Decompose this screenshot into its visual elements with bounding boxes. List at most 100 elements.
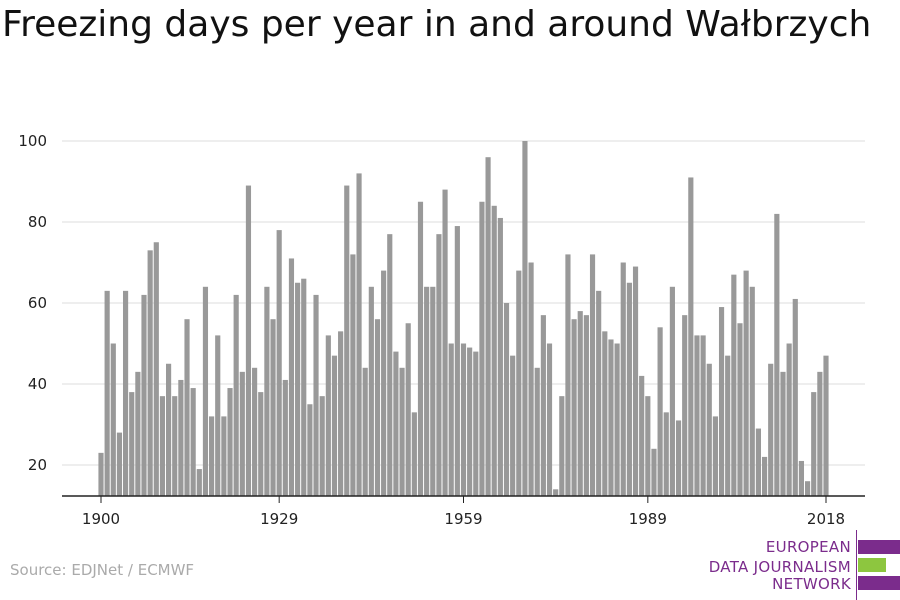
bar-1900 (98, 452, 104, 496)
y-axis-labels: 20 40 60 80 100 (18, 132, 47, 474)
bar-1977 (571, 319, 577, 496)
y-tick-label: 20 (28, 456, 47, 474)
bar-2012 (786, 343, 792, 496)
bar-1924 (245, 185, 252, 497)
bar-1918 (209, 416, 215, 496)
bar-1928 (270, 319, 276, 496)
bar-1945 (374, 319, 381, 496)
bar-1984 (614, 343, 620, 496)
logo-text-line1: EUROPEAN (765, 538, 851, 556)
bar-2018 (823, 355, 829, 496)
logo-divider (856, 530, 857, 600)
bar-1982 (602, 331, 608, 496)
bar-1959 (460, 343, 467, 496)
bars (98, 141, 829, 497)
bar-1929 (276, 230, 282, 496)
bar-1993 (669, 286, 675, 496)
bar-1903 (116, 432, 123, 496)
bar-1987 (632, 266, 639, 496)
bar-1940 (344, 185, 350, 497)
bar-1916 (196, 469, 202, 496)
bar-1956 (442, 189, 448, 496)
bar-1948 (393, 351, 399, 496)
bar-1969 (522, 141, 528, 496)
y-tick-label: 100 (18, 132, 47, 150)
bar-1992 (663, 412, 669, 496)
bar-1905 (129, 392, 135, 496)
bar-1927 (264, 286, 270, 496)
x-tick-label: 1989 (629, 510, 667, 528)
bar-1919 (215, 335, 221, 496)
x-axis-ticks: 1900 1929 1959 1989 2018 (82, 496, 845, 528)
bar-1963 (485, 157, 491, 496)
bar-1978 (577, 311, 583, 496)
x-tick-label: 1900 (82, 510, 120, 528)
bar-1967 (510, 355, 516, 496)
bar-2005 (743, 270, 749, 496)
bar-1953 (424, 286, 430, 496)
bar-1917 (202, 286, 209, 496)
bar-1920 (221, 416, 227, 496)
bar-1939 (338, 331, 344, 496)
bar-1960 (467, 347, 473, 496)
bar-1965 (497, 217, 503, 496)
bar-1988 (639, 375, 645, 496)
bar-2010 (774, 213, 780, 496)
y-tick-label: 60 (28, 294, 47, 312)
bar-1973 (546, 343, 553, 496)
bar-1935 (313, 294, 319, 496)
bar-1931 (288, 258, 295, 496)
bar-1947 (387, 234, 393, 496)
bar-1901 (104, 290, 110, 496)
bar-1962 (479, 201, 485, 496)
bar-1949 (399, 367, 405, 496)
x-tick-label: 1929 (260, 510, 298, 528)
bar-1974 (553, 489, 559, 496)
bar-1975 (559, 396, 565, 496)
bar-1914 (184, 319, 190, 496)
bar-1915 (190, 388, 196, 496)
bar-1922 (233, 294, 239, 496)
bar-1997 (694, 335, 700, 496)
bar-2006 (749, 286, 755, 496)
bar-1954 (430, 286, 436, 496)
logo-bar-top (858, 540, 900, 554)
bar-1902 (110, 343, 116, 496)
bar-1979 (583, 315, 589, 496)
bar-2004 (737, 323, 743, 496)
bar-1957 (448, 343, 454, 496)
bar-1937 (325, 335, 331, 496)
bar-2000 (712, 416, 718, 496)
bar-1964 (491, 205, 497, 497)
bar-1943 (362, 367, 368, 496)
bar-2008 (761, 456, 768, 496)
bar-1951 (411, 412, 417, 496)
bar-2017 (817, 371, 823, 496)
bar-1912 (172, 396, 178, 496)
bar-1942 (356, 173, 362, 496)
bar-1932 (295, 282, 301, 496)
bar-1925 (252, 367, 258, 496)
logo-text-line2: DATA JOURNALISM (708, 558, 851, 576)
x-tick-label: 2018 (807, 510, 845, 528)
bar-1998 (700, 335, 706, 496)
bar-1952 (417, 201, 424, 496)
bar-1994 (675, 420, 682, 496)
bar-1908 (147, 250, 153, 496)
bar-1938 (331, 355, 338, 496)
y-tick-label: 80 (28, 213, 47, 231)
bar-1934 (307, 404, 313, 496)
bar-1991 (657, 327, 663, 496)
y-tick-label: 40 (28, 375, 47, 393)
edjnet-logo: EUROPEAN DATA JOURNALISM NETWORK (700, 530, 900, 600)
bar-1906 (135, 371, 141, 496)
bar-1923 (239, 371, 245, 496)
bar-1983 (608, 339, 614, 496)
bar-1999 (706, 363, 712, 496)
bar-1976 (565, 254, 571, 496)
bar-1909 (153, 242, 159, 496)
bar-2013 (792, 298, 798, 496)
bar-1966 (503, 303, 510, 496)
bar-1990 (651, 448, 657, 496)
logo-bar-bottom (858, 576, 900, 590)
